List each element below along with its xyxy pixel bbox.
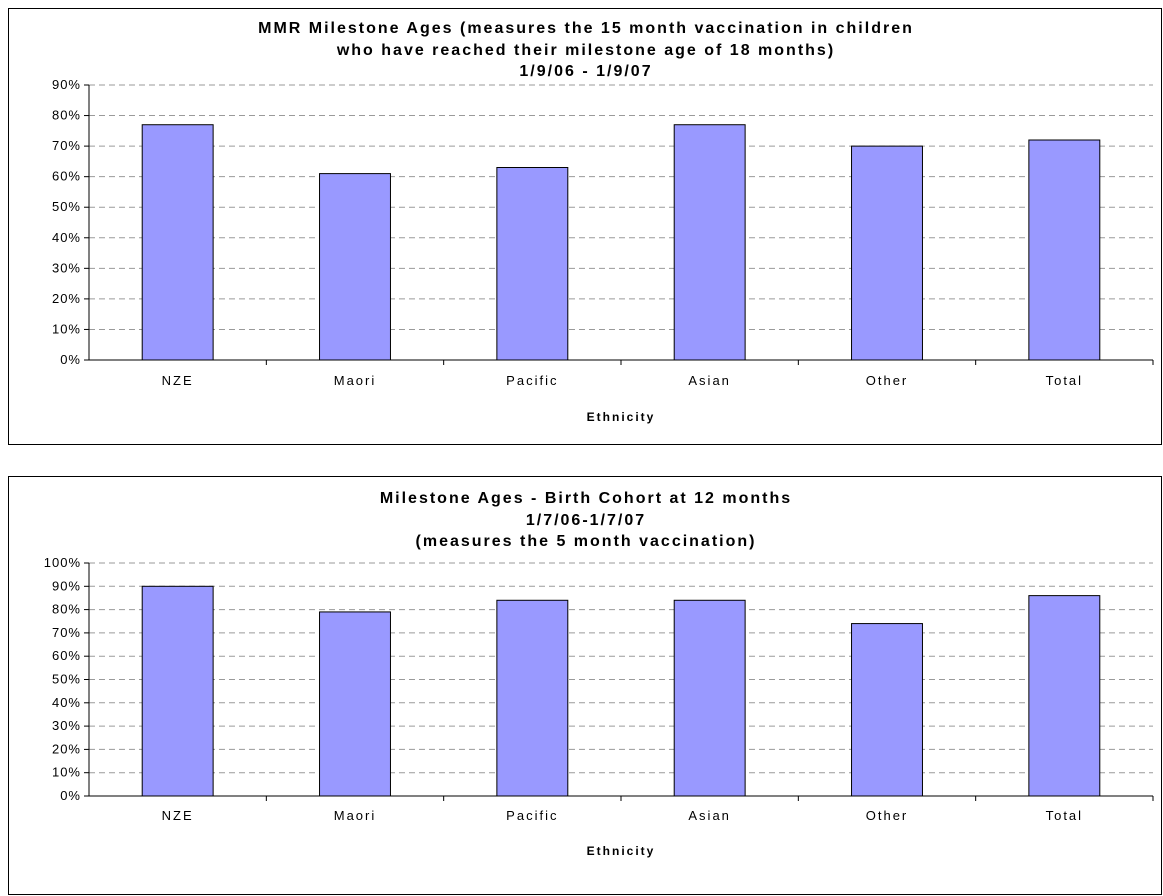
- y-tick-label: 100%: [44, 555, 81, 570]
- bar-other: [851, 145, 923, 361]
- bar-total: [1028, 139, 1101, 361]
- y-tick-label: 70%: [52, 138, 81, 153]
- y-tick-label: 30%: [52, 260, 81, 275]
- x-tick-label: Other: [866, 808, 909, 823]
- chart-title-line: (measures the 5 month vaccination): [416, 533, 757, 550]
- x-tick-label: Pacific: [506, 373, 558, 388]
- chart-title-line: who have reached their milestone age of …: [336, 42, 835, 59]
- y-tick-label: 0%: [60, 352, 81, 367]
- bar-nze: [141, 124, 214, 361]
- x-tick-label: NZE: [162, 373, 194, 388]
- y-tick-label: 50%: [52, 199, 81, 214]
- x-tick-label: Total: [1046, 373, 1083, 388]
- x-tick-label: Maori: [334, 373, 377, 388]
- y-tick-label: 90%: [52, 578, 81, 593]
- y-tick-label: 30%: [52, 718, 81, 733]
- x-tick-label: Other: [866, 373, 909, 388]
- x-tick-label: Asian: [688, 808, 731, 823]
- chart-title-line: MMR Milestone Ages (measures the 15 mont…: [258, 20, 914, 37]
- bar-pacific: [496, 599, 569, 797]
- chart-title-line: 1/9/06 - 1/9/07: [519, 63, 652, 80]
- y-tick-label: 20%: [52, 291, 81, 306]
- bar-total: [1028, 595, 1101, 797]
- bar-asian: [673, 599, 746, 797]
- y-tick-label: 60%: [52, 648, 81, 663]
- x-axis-title: Ethnicity: [587, 410, 656, 424]
- bar-pacific: [496, 167, 569, 361]
- x-axis-title: Ethnicity: [587, 844, 656, 858]
- bar-asian: [673, 124, 746, 361]
- chart-canvas: MMR Milestone Ages (measures the 15 mont…: [52, 20, 1154, 424]
- y-tick-label: 10%: [52, 765, 81, 780]
- y-tick-label: 10%: [52, 321, 81, 336]
- y-tick-label: 40%: [52, 695, 81, 710]
- birth-cohort-chart: Milestone Ages - Birth Cohort at 12 mont…: [8, 476, 1162, 895]
- x-tick-label: Asian: [688, 373, 731, 388]
- mmr-milestone-chart: MMR Milestone Ages (measures the 15 mont…: [8, 8, 1162, 445]
- y-tick-label: 50%: [52, 672, 81, 687]
- bar-maori: [319, 611, 391, 797]
- bar-other: [851, 623, 923, 797]
- y-tick-label: 20%: [52, 741, 81, 756]
- bar-maori: [319, 173, 391, 361]
- y-tick-label: 80%: [52, 108, 81, 123]
- y-tick-label: 70%: [52, 625, 81, 640]
- y-tick-label: 40%: [52, 230, 81, 245]
- y-tick-label: 0%: [60, 788, 81, 803]
- bar-nze: [141, 585, 214, 797]
- x-tick-label: Total: [1046, 808, 1083, 823]
- y-tick-label: 60%: [52, 169, 81, 184]
- chart-title-line: Milestone Ages - Birth Cohort at 12 mont…: [380, 490, 792, 507]
- y-tick-label: 90%: [52, 77, 81, 92]
- x-tick-label: Pacific: [506, 808, 558, 823]
- x-tick-label: NZE: [162, 808, 194, 823]
- chart-canvas: Milestone Ages - Birth Cohort at 12 mont…: [44, 490, 1154, 858]
- x-tick-label: Maori: [334, 808, 377, 823]
- chart-title-line: 1/7/06-1/7/07: [526, 512, 646, 529]
- y-tick-label: 80%: [52, 602, 81, 617]
